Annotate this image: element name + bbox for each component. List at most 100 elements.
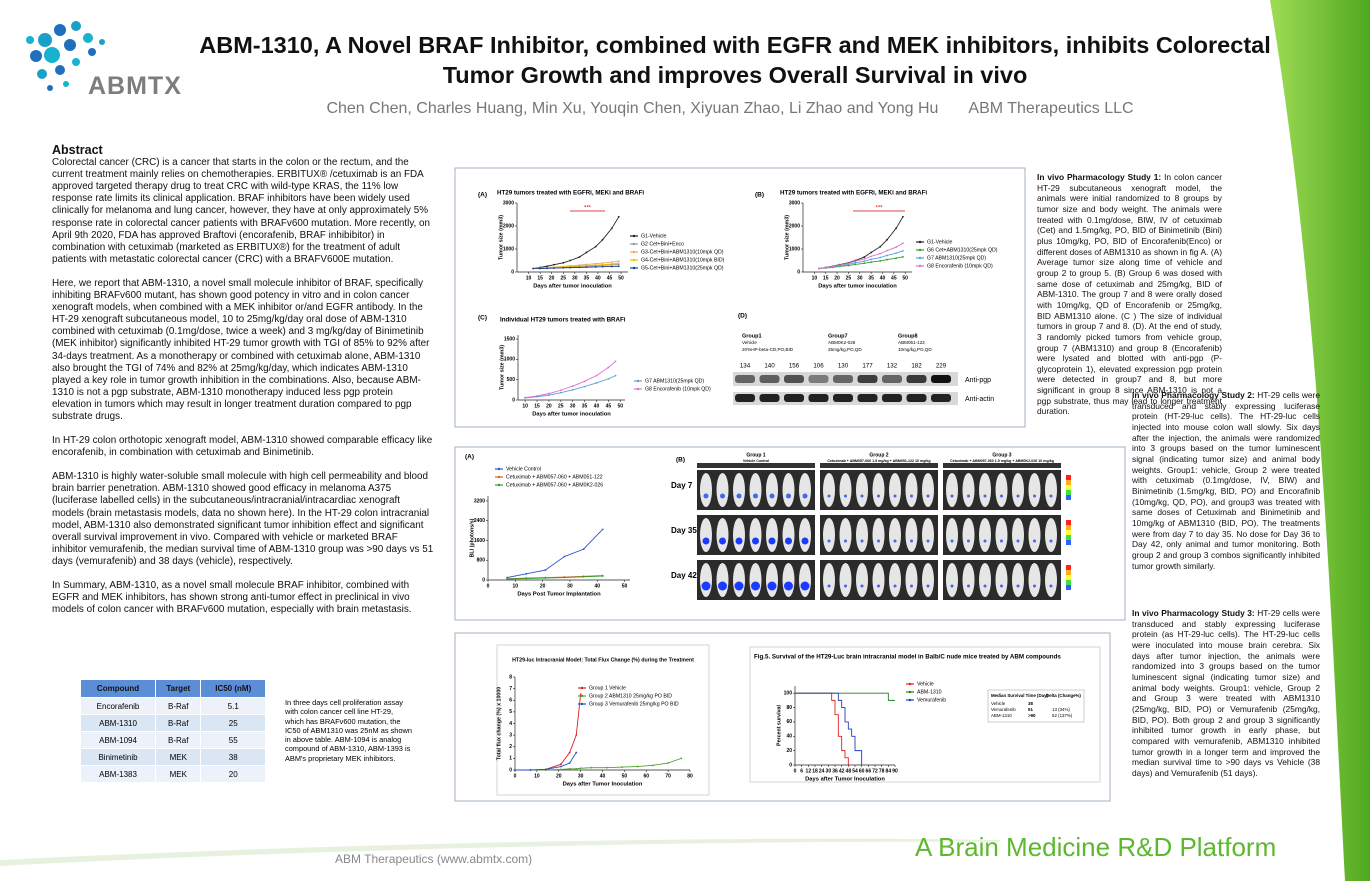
mouse [839, 563, 852, 597]
series-line [818, 216, 904, 269]
color-scale [1066, 520, 1071, 525]
point [870, 255, 873, 258]
blot-group-label: 10mg/kg,PO,QD [898, 347, 932, 352]
series-line [795, 692, 895, 701]
band-value: 132 [887, 363, 898, 370]
legend-marker [636, 379, 640, 383]
signal [703, 493, 709, 499]
legend-label: G1-Vehicle [641, 233, 666, 239]
point [525, 572, 528, 575]
series-line [507, 575, 603, 580]
point [636, 765, 639, 768]
point [886, 238, 888, 241]
chart: 0 10 20 30 40 50 60 70 80 0 1 2 3 4 5 6 7 8 HT29-luc Intra… [496, 657, 694, 787]
point [582, 575, 585, 578]
point [847, 262, 850, 265]
signal [1000, 584, 1003, 588]
table-cell: 38 [200, 748, 266, 766]
table-row: ABM-1094 B-Raf 55 [79, 731, 266, 749]
y-tick-label: 60 [786, 719, 792, 725]
signal [751, 581, 760, 591]
x-tick-label: 36 [832, 768, 838, 774]
blot-group-label: Group1 [742, 333, 762, 339]
point [870, 261, 873, 264]
signal [735, 537, 743, 545]
signal [827, 584, 831, 588]
survival-table: Median Survival Time (Day)Delta (Change%… [987, 689, 1085, 723]
point [553, 267, 555, 269]
group-label: Cetuximab + ABM057-060 1.5 mg/kg + ABM0K… [950, 459, 1054, 463]
table-cell: B-Raf [155, 697, 202, 715]
signal [860, 539, 864, 543]
day-label: Day 35 [671, 526, 697, 535]
point [863, 260, 866, 263]
x-tick-label: 10 [522, 403, 528, 409]
point [525, 577, 528, 580]
mouse [922, 473, 934, 507]
y-tick-label: 0 [512, 397, 515, 403]
series-line [795, 692, 863, 765]
mouse [782, 473, 795, 507]
signal [983, 539, 987, 543]
mouse [856, 473, 868, 507]
x-tick-label: 20 [834, 275, 840, 281]
legend-label: G8 Encorafenib (10mpk QD) [927, 263, 993, 269]
legend-label: ABM-1310 [917, 689, 942, 695]
point [870, 258, 873, 261]
signal [802, 493, 808, 499]
table-row: Binimetinib MEK 38 [79, 748, 266, 766]
mouse [995, 518, 1008, 552]
logo-dots [26, 21, 105, 91]
point [560, 765, 562, 768]
x-axis-label: Days after tumor inoculation [818, 284, 897, 290]
x-tick-label: 30 [570, 403, 576, 409]
mouse [1012, 518, 1024, 552]
signal [767, 581, 777, 591]
signal [720, 493, 725, 499]
y-tick-label: 1600 [474, 538, 485, 544]
x-tick-label: 70 [665, 773, 671, 779]
point [879, 245, 882, 248]
signal [786, 493, 791, 499]
color-scale [1066, 575, 1071, 580]
point [568, 762, 571, 764]
annotation: *** [584, 206, 592, 212]
y-tick-label: 500 [507, 377, 516, 383]
y-axis-label: Tumor size (mm3) [499, 345, 505, 390]
study-label: In vivo Pharmacology Study 3: [1132, 608, 1255, 618]
table-cell: 55 [200, 731, 266, 749]
x-axis-label: Days after Tumor Inoculation [563, 782, 643, 788]
x-tick-label: 10 [526, 275, 532, 281]
actin-band [931, 394, 951, 402]
series-line [795, 692, 849, 765]
y-tick-label: 3 [509, 732, 512, 738]
mouse [799, 563, 811, 597]
abstract: Abstract Colorectal cancer (CRC) is a ca… [52, 144, 434, 628]
actin-band [808, 394, 829, 402]
label-strip [943, 463, 1061, 468]
legend-label: G7 ABM1310(25mpk QD) [927, 255, 986, 261]
point [582, 548, 585, 551]
series-line [507, 575, 603, 580]
legend-marker [580, 694, 584, 698]
paragraph: Colorectal cancer (CRC) is a cancer that… [52, 157, 430, 265]
legend-label: G7 ABM1310(25mpk QD) [645, 378, 704, 384]
chart: 10 15 20 25 30 35 40 45 50 0 1000 2000 3000 HT29 tumo… [755, 190, 998, 290]
legend-label: Vehicle Control [506, 466, 541, 472]
signal [1049, 494, 1053, 498]
series-line [525, 361, 616, 399]
paragraph: In Summary, ABM-1310, as a novel small m… [52, 580, 412, 616]
point [578, 266, 581, 269]
point [863, 256, 866, 258]
point [529, 769, 532, 771]
x-tick-label: 40 [595, 275, 601, 281]
point [506, 576, 509, 579]
authors: Chen Chen, Charles Huang, Min Xu, Youqin… [200, 100, 1260, 118]
point [854, 263, 857, 266]
chart: 10 15 20 25 30 35 40 45 50050010001500Individual… [478, 315, 711, 418]
figure-3-frame [454, 632, 1111, 802]
mouse [1045, 563, 1057, 597]
mouse [733, 473, 745, 507]
